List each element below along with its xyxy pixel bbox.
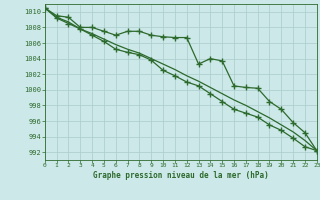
X-axis label: Graphe pression niveau de la mer (hPa): Graphe pression niveau de la mer (hPa) bbox=[93, 171, 269, 180]
